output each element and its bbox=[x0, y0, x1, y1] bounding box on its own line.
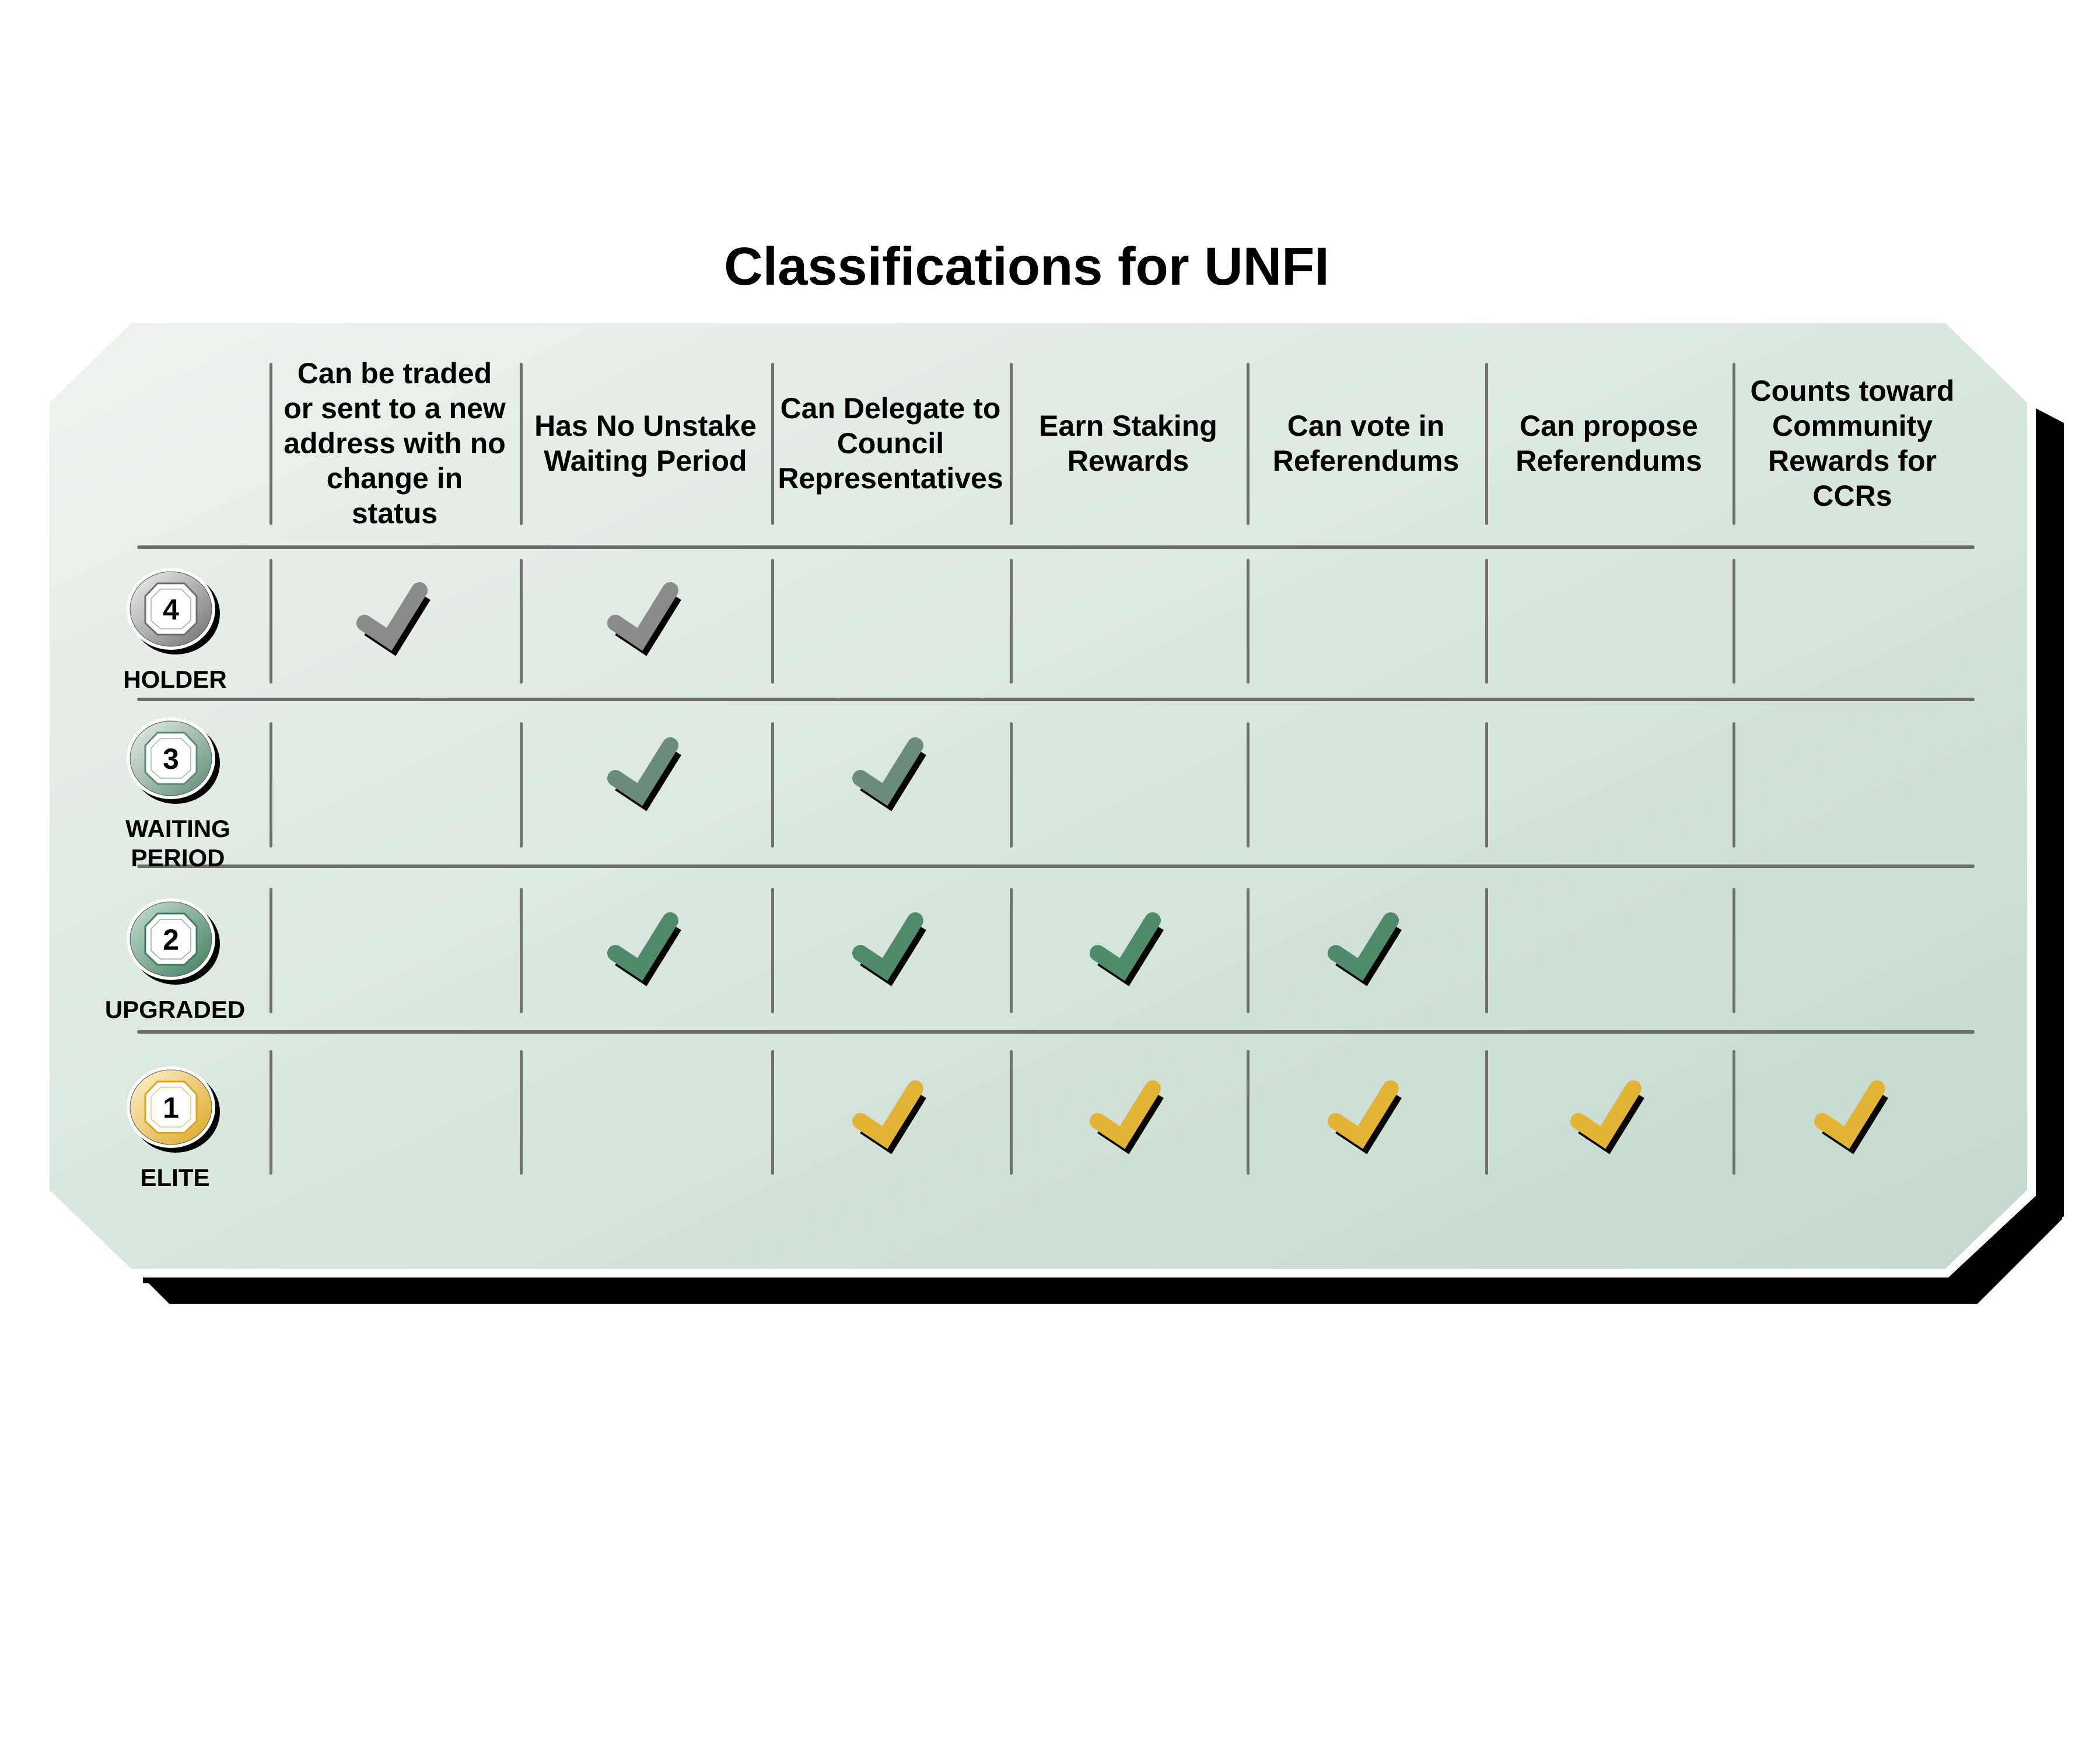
column-divider bbox=[1485, 1050, 1488, 1175]
column-divider bbox=[1485, 363, 1488, 525]
column-divider bbox=[1010, 559, 1013, 684]
tier-badge-2: 2 bbox=[125, 896, 225, 989]
column-divider bbox=[771, 363, 774, 525]
column-divider bbox=[1247, 559, 1250, 684]
column-header: Can propose Referendums bbox=[1516, 410, 1702, 477]
column-divider bbox=[1010, 722, 1013, 848]
column-header: Earn Staking Rewards bbox=[1039, 410, 1217, 477]
tier-label: WAITING PERIOD bbox=[125, 815, 230, 872]
check-icon bbox=[1308, 884, 1424, 1001]
column-divider bbox=[520, 559, 523, 684]
row-divider bbox=[137, 698, 1975, 701]
column-divider bbox=[1010, 363, 1013, 525]
tier-badge-4: 4 bbox=[125, 566, 225, 659]
check-icon bbox=[587, 709, 704, 826]
tier-badge-3: 3 bbox=[125, 715, 225, 808]
column-header: Counts toward Community Rewards for CCRs bbox=[1750, 374, 1955, 512]
column-divider bbox=[771, 888, 774, 1013]
column-divider bbox=[520, 1050, 523, 1175]
column-divider bbox=[1485, 722, 1488, 848]
column-divider bbox=[270, 888, 272, 1013]
column-divider bbox=[520, 363, 523, 525]
column-divider bbox=[1010, 1050, 1013, 1175]
column-divider bbox=[270, 363, 272, 525]
column-divider bbox=[270, 1050, 272, 1175]
row-divider bbox=[137, 545, 1975, 549]
check-icon bbox=[337, 554, 453, 671]
check-icon bbox=[832, 884, 949, 1001]
column-header: Can Delegate to Council Representatives bbox=[778, 392, 1003, 495]
column-divider bbox=[1247, 363, 1250, 525]
column-divider bbox=[520, 888, 523, 1013]
column-divider bbox=[1732, 722, 1735, 848]
column-divider bbox=[520, 722, 523, 848]
column-header: Has No Unstake Waiting Period bbox=[534, 410, 757, 477]
panel-shadow-bottom bbox=[140, 1213, 2062, 1304]
check-icon bbox=[1070, 1052, 1186, 1169]
tier-label: ELITE bbox=[140, 1164, 210, 1191]
check-icon bbox=[1070, 884, 1186, 1001]
check-icon bbox=[587, 884, 704, 1001]
column-divider bbox=[1732, 363, 1735, 525]
page-title: Classifications for UNFI bbox=[724, 237, 1329, 296]
row-divider bbox=[137, 864, 1975, 868]
column-divider bbox=[1485, 888, 1488, 1013]
column-divider bbox=[771, 559, 774, 684]
row-divider bbox=[137, 1030, 1975, 1034]
column-divider bbox=[1247, 888, 1250, 1013]
tier-number: 1 bbox=[163, 1091, 179, 1124]
tier-number: 3 bbox=[163, 743, 179, 775]
column-header: Can be traded or sent to a new address w… bbox=[284, 357, 506, 530]
check-icon bbox=[832, 709, 949, 826]
check-icon bbox=[1308, 1052, 1424, 1169]
column-divider bbox=[270, 722, 272, 848]
check-icon bbox=[587, 554, 704, 671]
column-divider bbox=[1732, 888, 1735, 1013]
tier-badge-1: 1 bbox=[125, 1064, 225, 1157]
column-divider bbox=[270, 559, 272, 684]
check-icon bbox=[1550, 1052, 1667, 1169]
check-icon bbox=[832, 1052, 949, 1169]
column-divider bbox=[1010, 888, 1013, 1013]
check-icon bbox=[1794, 1052, 1911, 1169]
column-divider bbox=[1732, 1050, 1735, 1175]
column-divider bbox=[1732, 559, 1735, 684]
column-divider bbox=[771, 1050, 774, 1175]
column-divider bbox=[1247, 1050, 1250, 1175]
column-divider bbox=[1247, 722, 1250, 848]
column-header: Can vote in Referendums bbox=[1272, 410, 1460, 477]
column-divider bbox=[771, 722, 774, 848]
column-divider bbox=[1485, 559, 1488, 684]
tier-number: 2 bbox=[163, 923, 179, 956]
tier-number: 4 bbox=[163, 593, 179, 626]
tier-label: HOLDER bbox=[123, 666, 227, 693]
tier-label: UPGRADED bbox=[104, 996, 246, 1023]
